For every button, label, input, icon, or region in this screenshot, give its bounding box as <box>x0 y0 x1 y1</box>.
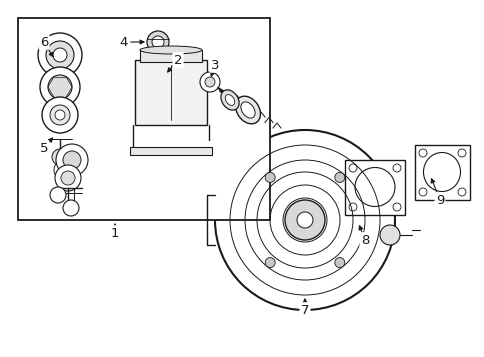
Circle shape <box>48 75 72 99</box>
Circle shape <box>265 172 274 182</box>
Circle shape <box>42 97 78 133</box>
Bar <box>135 60 207 125</box>
Circle shape <box>40 67 80 107</box>
Circle shape <box>214 130 394 310</box>
Circle shape <box>38 33 82 77</box>
Circle shape <box>63 151 81 169</box>
Circle shape <box>205 77 214 87</box>
Bar <box>140 50 201 62</box>
Ellipse shape <box>220 90 239 110</box>
Circle shape <box>50 187 66 203</box>
Circle shape <box>50 105 70 125</box>
Bar <box>344 160 404 215</box>
Circle shape <box>265 258 274 268</box>
Ellipse shape <box>235 96 260 124</box>
Bar <box>130 147 212 155</box>
Circle shape <box>53 48 67 62</box>
Circle shape <box>55 110 65 120</box>
Circle shape <box>151 36 164 48</box>
Ellipse shape <box>225 95 234 105</box>
Circle shape <box>55 165 81 191</box>
Circle shape <box>56 144 88 176</box>
Text: 6: 6 <box>40 35 48 49</box>
Text: 7: 7 <box>300 303 309 317</box>
Circle shape <box>63 200 79 216</box>
Bar <box>18 18 270 220</box>
Text: 4: 4 <box>120 35 128 49</box>
Text: 3: 3 <box>211 59 219 71</box>
Circle shape <box>285 200 324 240</box>
Circle shape <box>334 172 344 182</box>
Text: 9: 9 <box>435 193 443 206</box>
Ellipse shape <box>140 46 201 54</box>
Text: 1: 1 <box>110 226 119 240</box>
Circle shape <box>54 160 74 180</box>
Text: 5: 5 <box>40 141 48 155</box>
Circle shape <box>52 149 68 165</box>
Bar <box>414 145 469 200</box>
Text: 2: 2 <box>173 54 182 66</box>
Circle shape <box>61 171 75 185</box>
Circle shape <box>296 212 312 228</box>
Text: 8: 8 <box>360 233 368 246</box>
Circle shape <box>46 41 74 69</box>
Circle shape <box>147 31 168 53</box>
Circle shape <box>379 225 399 245</box>
Circle shape <box>59 165 69 175</box>
Circle shape <box>199 72 220 92</box>
Circle shape <box>334 258 344 268</box>
Ellipse shape <box>241 102 255 118</box>
